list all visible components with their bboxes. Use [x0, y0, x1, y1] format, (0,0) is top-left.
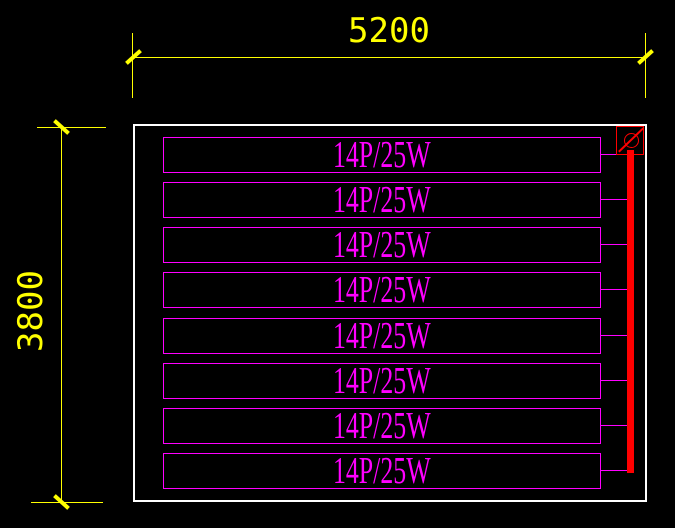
fixture-label: 14P/25W	[333, 224, 431, 266]
fixture-row[interactable]: 14P/25W	[163, 134, 601, 176]
dimension-left-ext-bottom	[31, 502, 103, 504]
room-outline	[133, 124, 647, 502]
branch-wire	[600, 289, 631, 291]
dimension-top-ext-left	[132, 33, 134, 98]
fixture-row[interactable]: 14P/25W	[163, 224, 601, 266]
branch-wire	[600, 425, 631, 427]
dimension-left-line	[61, 127, 63, 502]
lamp-box	[616, 126, 644, 155]
branch-wire	[600, 244, 631, 246]
dimension-left-value[interactable]: 3800	[11, 270, 51, 352]
fixture-label: 14P/25W	[333, 315, 431, 357]
branch-wire	[600, 199, 631, 201]
dimension-top-value[interactable]: 5200	[348, 11, 430, 51]
fixture-label: 14P/25W	[333, 134, 431, 176]
branch-wire	[600, 380, 631, 382]
branch-wire	[600, 470, 631, 472]
lamp-circle-icon	[624, 133, 639, 148]
fixture-row[interactable]: 14P/25W	[163, 269, 601, 311]
fixture-row[interactable]: 14P/25W	[163, 405, 601, 447]
dimension-left-ext-top	[37, 127, 106, 129]
fixture-row[interactable]: 14P/25W	[163, 179, 601, 221]
fixture-label: 14P/25W	[333, 405, 431, 447]
dimension-top-line	[133, 57, 645, 59]
fixture-row[interactable]: 14P/25W	[163, 315, 601, 357]
branch-wire	[600, 335, 631, 337]
fixture-label: 14P/25W	[333, 360, 431, 402]
riser-wire[interactable]	[627, 150, 634, 473]
fixture-row[interactable]: 14P/25W	[163, 360, 601, 402]
fixture-label: 14P/25W	[333, 269, 431, 311]
fixture-row[interactable]: 14P/25W	[163, 450, 601, 492]
fixture-label: 14P/25W	[333, 450, 431, 492]
branch-wire	[600, 154, 616, 156]
fixture-label: 14P/25W	[333, 179, 431, 221]
dimension-top-ext-right	[645, 33, 647, 98]
